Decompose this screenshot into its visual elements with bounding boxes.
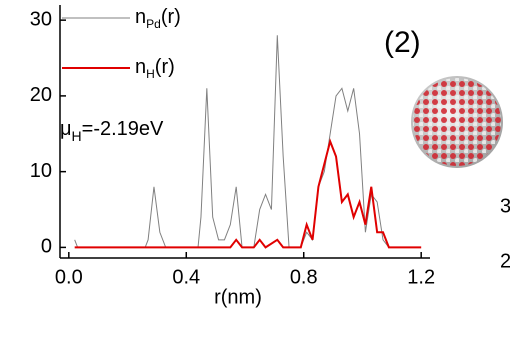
nanoparticle-image	[411, 76, 503, 168]
cut-label: 2	[500, 250, 510, 272]
x-tick-label: 0.0	[55, 266, 83, 288]
x-tick-label: 1.2	[407, 266, 435, 288]
y-tick-label: 10	[30, 160, 52, 182]
y-tick-label: 30	[30, 8, 52, 30]
legend-label-part: (r)	[161, 6, 181, 28]
mu-annotation: μH=-2.19eV	[60, 118, 164, 143]
cut-label: 3	[500, 195, 510, 217]
x-tick-label: 0.8	[290, 266, 318, 288]
legend-label-sub: H	[146, 67, 155, 81]
legend-label-part: (r)	[155, 56, 175, 78]
chart: (2) 3 2 μH=-2.19eV r(nm) 0.0 0.4 0.8 1.2 0 10…	[0, 0, 510, 340]
legend-label: nH(r)	[135, 56, 175, 81]
x-tick-label: 0.4	[172, 266, 200, 288]
legend-label-sub: Pd	[146, 17, 161, 31]
legend-label-part: n	[135, 6, 146, 28]
y-tick-label: 0	[41, 236, 52, 258]
legend-label: nPd(r)	[135, 6, 181, 31]
x-axis-label: r(nm)	[214, 286, 262, 308]
panel-label: (2)	[384, 26, 421, 59]
legend-label-part: n	[135, 56, 146, 78]
series-line	[75, 141, 422, 247]
y-tick-label: 20	[30, 84, 52, 106]
